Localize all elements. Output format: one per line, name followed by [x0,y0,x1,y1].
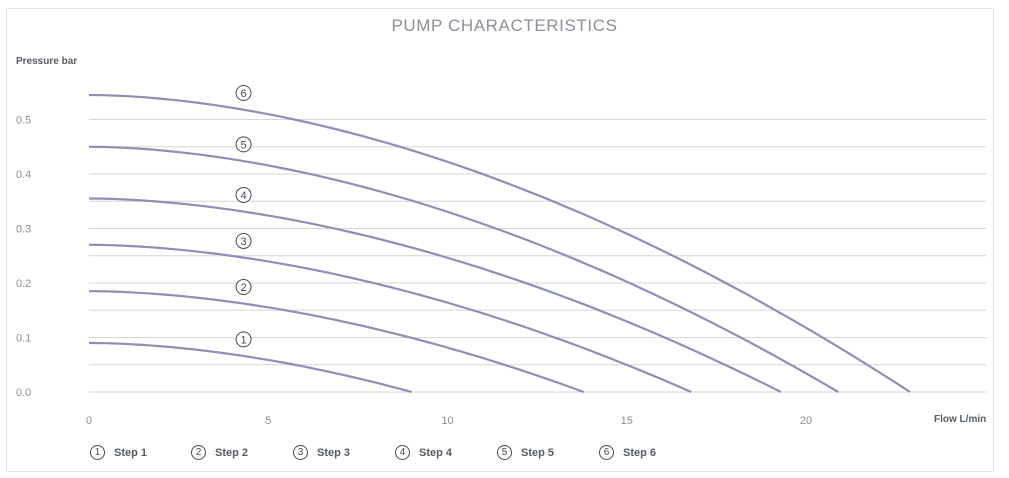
legend-label: Step 6 [623,446,657,459]
legend-marker: 2 [191,445,206,460]
legend-label: Step 1 [114,446,148,459]
legend-marker: 4 [395,445,410,460]
legend-item-step-4: 4 Step 4 [395,445,497,460]
series-line-step-1 [88,341,412,394]
legend-marker: 5 [497,445,512,460]
legend-label: Step 2 [215,446,249,459]
step-marker-circle [235,331,252,348]
legend: 1 Step 1 2 Step 2 3 Step 3 4 Step 4 5 St… [90,445,699,460]
series-line-step-2 [89,290,585,394]
x-tick-label: 0 [86,415,92,427]
y-tick-label: 0.1 [16,333,31,345]
series-line-step-5 [88,145,839,393]
series-line-step-6 [88,93,911,393]
series-line-step-4 [88,197,782,393]
legend-item-step-3: 3 Step 3 [293,445,395,460]
legend-marker: 1 [90,445,105,460]
chart-frame [6,8,994,472]
x-tick-label: 10 [441,415,453,427]
y-tick-label: 0.3 [16,224,31,236]
step-marker-circle [235,136,252,153]
step-marker-label: 1 [241,334,247,346]
legend-item-step-5: 5 Step 5 [497,445,599,460]
step-marker-circle [235,85,252,102]
legend-item-step-6: 6 Step 6 [599,445,699,460]
legend-label: Step 3 [317,446,351,459]
step-marker-circle [235,232,252,249]
series-line-step-3 [88,243,692,394]
y-tick-label: 0.0 [16,387,31,399]
x-tick-label: 5 [265,415,271,427]
y-tick-label: 0.2 [16,278,31,290]
step-marker-label: 4 [241,190,247,202]
step-marker-label: 6 [241,88,247,100]
legend-item-step-2: 2 Step 2 [191,445,293,460]
legend-marker: 3 [293,445,308,460]
x-tick-label: 20 [800,415,812,427]
x-tick-label: 15 [621,415,633,427]
legend-label: Step 4 [419,446,453,459]
legend-label: Step 5 [521,446,555,459]
legend-item-step-1: 1 Step 1 [90,445,191,460]
step-marker-label: 2 [241,282,247,294]
y-tick-label: 0.4 [16,169,31,181]
y-axis-label: Pressure bar [16,56,78,67]
legend-marker: 6 [599,445,614,460]
x-axis-label: Flow L/min [934,414,987,425]
y-tick-label: 0.5 [16,115,31,127]
step-marker-circle [235,279,252,296]
step-marker-label: 3 [241,236,247,248]
chart-title: PUMP CHARACTERISTICS [391,16,618,35]
step-marker-circle [235,186,252,203]
step-marker-label: 5 [241,139,247,151]
